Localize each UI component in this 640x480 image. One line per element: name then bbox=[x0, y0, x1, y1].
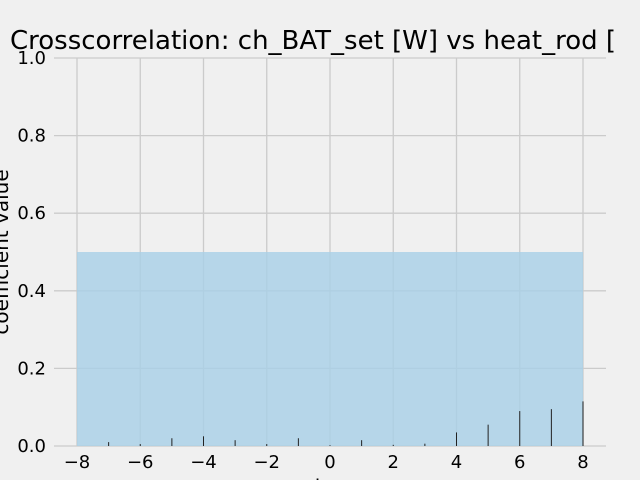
correlation-bar bbox=[424, 443, 426, 446]
y-tick-label: 1.0 bbox=[17, 48, 46, 69]
x-tick-label: 4 bbox=[451, 452, 462, 473]
y-tick-label: 0.0 bbox=[17, 436, 46, 457]
y-tick-label: 0.6 bbox=[17, 203, 46, 224]
y-tick-label: 0.4 bbox=[17, 281, 46, 302]
correlation-bar bbox=[139, 444, 141, 446]
confidence-band bbox=[77, 252, 583, 446]
correlation-bar bbox=[582, 401, 584, 446]
correlation-bar bbox=[361, 440, 363, 446]
correlation-bar bbox=[487, 424, 489, 446]
correlation-bar bbox=[108, 442, 110, 446]
correlation-bar bbox=[329, 445, 331, 446]
x-tick-label: −2 bbox=[253, 452, 280, 473]
y-tick-labels: 0.0 0.2 0.4 0.6 0.8 1.0 bbox=[17, 48, 46, 457]
x-tick-label: 0 bbox=[324, 452, 335, 473]
x-tick-label: 8 bbox=[577, 452, 588, 473]
y-axis-label: coefficient value bbox=[0, 169, 13, 334]
correlation-bar bbox=[171, 438, 173, 446]
correlation-bars bbox=[108, 401, 584, 446]
correlation-bar bbox=[550, 409, 552, 446]
correlation-bar bbox=[392, 444, 394, 446]
correlation-bar bbox=[203, 436, 204, 446]
correlation-bar bbox=[456, 432, 457, 446]
x-tick-label: −6 bbox=[127, 452, 154, 473]
y-tick-label: 0.8 bbox=[17, 126, 46, 147]
correlation-bar bbox=[266, 444, 268, 446]
x-tick-label: 6 bbox=[514, 452, 525, 473]
correlation-bar bbox=[519, 411, 521, 446]
chart-title: Crosscorrelation: ch_BAT_set [W] vs heat… bbox=[10, 26, 616, 56]
x-axis-label: lag bbox=[315, 475, 346, 480]
y-tick-label: 0.2 bbox=[17, 358, 46, 379]
correlation-bar bbox=[297, 438, 299, 446]
x-tick-label: 2 bbox=[388, 452, 399, 473]
x-tick-label: −4 bbox=[190, 452, 217, 473]
correlation-bar bbox=[234, 440, 236, 446]
x-tick-label: −8 bbox=[64, 452, 91, 473]
x-tick-labels: −8 −6 −4 −2 0 2 4 6 8 bbox=[64, 452, 589, 473]
